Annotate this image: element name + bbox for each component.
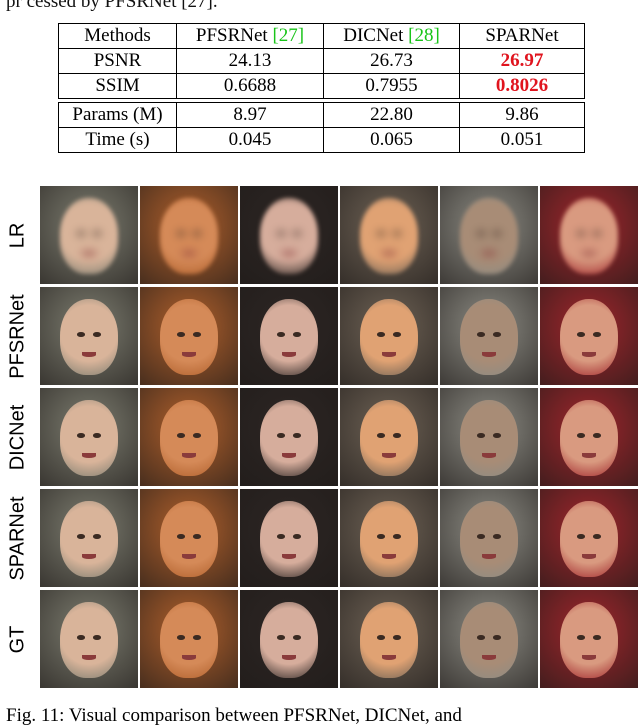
cell-value: 8.97: [176, 102, 324, 128]
face-image: [240, 388, 338, 486]
row-label-pfsrnet: PFSRNet: [6, 293, 29, 379]
row-label: PSNR: [58, 48, 177, 74]
face-image: [440, 590, 538, 688]
header-dicnet: DICNet [28]: [323, 23, 460, 49]
face-image: [540, 287, 638, 385]
cell-value: 0.051: [459, 127, 585, 153]
row-label-gt: GT: [6, 625, 29, 653]
face-image: [540, 186, 638, 284]
cell-value: 0.065: [323, 127, 460, 153]
face-image: [240, 590, 338, 688]
table-row-ssim: SSIM 0.6688 0.7955 0.8026: [58, 73, 585, 99]
header-text-fragment: pr cessed by PFSRNet [27].: [6, 0, 218, 12]
row-label: SSIM: [58, 73, 177, 99]
face-image: [140, 388, 238, 486]
header-pfsrnet: PFSRNet [27]: [176, 23, 324, 49]
face-image: [340, 489, 438, 587]
header-sparnet: SPARNet: [459, 23, 585, 49]
face-image: [140, 489, 238, 587]
cell-value: 9.86: [459, 102, 585, 128]
cell-value: 0.7955: [323, 73, 460, 99]
face-image: [40, 388, 138, 486]
table-row-psnr: PSNR 24.13 26.73 26.97: [58, 48, 585, 74]
face-image: [40, 186, 138, 284]
cell-value: 22.80: [323, 102, 460, 128]
face-image: [240, 287, 338, 385]
face-image: [240, 489, 338, 587]
face-image: [440, 489, 538, 587]
face-image: [40, 590, 138, 688]
face-image: [240, 186, 338, 284]
table-row-params: Params (M) 8.97 22.80 9.86: [58, 102, 585, 128]
cell-value: 26.73: [323, 48, 460, 74]
table-row-time: Time (s) 0.045 0.065 0.051: [58, 127, 585, 153]
cell-value: 24.13: [176, 48, 324, 74]
cell-value-best: 26.97: [459, 48, 585, 74]
face-comparison-grid: [40, 186, 638, 688]
face-image: [540, 590, 638, 688]
face-image: [340, 186, 438, 284]
citation-link[interactable]: [28]: [408, 25, 440, 46]
row-label: Params (M): [58, 102, 177, 128]
face-image: [40, 287, 138, 385]
face-image: [340, 388, 438, 486]
pfsrnet-name: PFSRNet: [195, 25, 268, 46]
figure-caption: Fig. 11: Visual comparison between PFSRN…: [6, 705, 462, 726]
face-image: [340, 287, 438, 385]
citation-link[interactable]: [27]: [272, 25, 305, 46]
cell-value: 0.6688: [176, 73, 324, 99]
header-methods: Methods: [58, 23, 177, 49]
face-image: [540, 489, 638, 587]
cell-value: 0.045: [176, 127, 324, 153]
face-image: [540, 388, 638, 486]
row-label: Time (s): [58, 127, 177, 153]
face-image: [340, 590, 438, 688]
cell-value-best: 0.8026: [459, 73, 585, 99]
face-image: [440, 287, 538, 385]
row-label-sparnet: SPARNet: [6, 495, 29, 581]
face-image: [140, 186, 238, 284]
results-table: Methods PFSRNet [27] DICNet [28] SPARNet…: [58, 23, 585, 153]
dicnet-name: DICNet: [343, 25, 404, 46]
table-header-row: Methods PFSRNet [27] DICNet [28] SPARNet: [58, 23, 585, 49]
face-image: [440, 186, 538, 284]
row-label-lr: LR: [6, 222, 29, 248]
row-label-dicnet: DICNet: [6, 404, 29, 470]
face-image: [40, 489, 138, 587]
face-image: [440, 388, 538, 486]
face-image: [140, 590, 238, 688]
face-image: [140, 287, 238, 385]
